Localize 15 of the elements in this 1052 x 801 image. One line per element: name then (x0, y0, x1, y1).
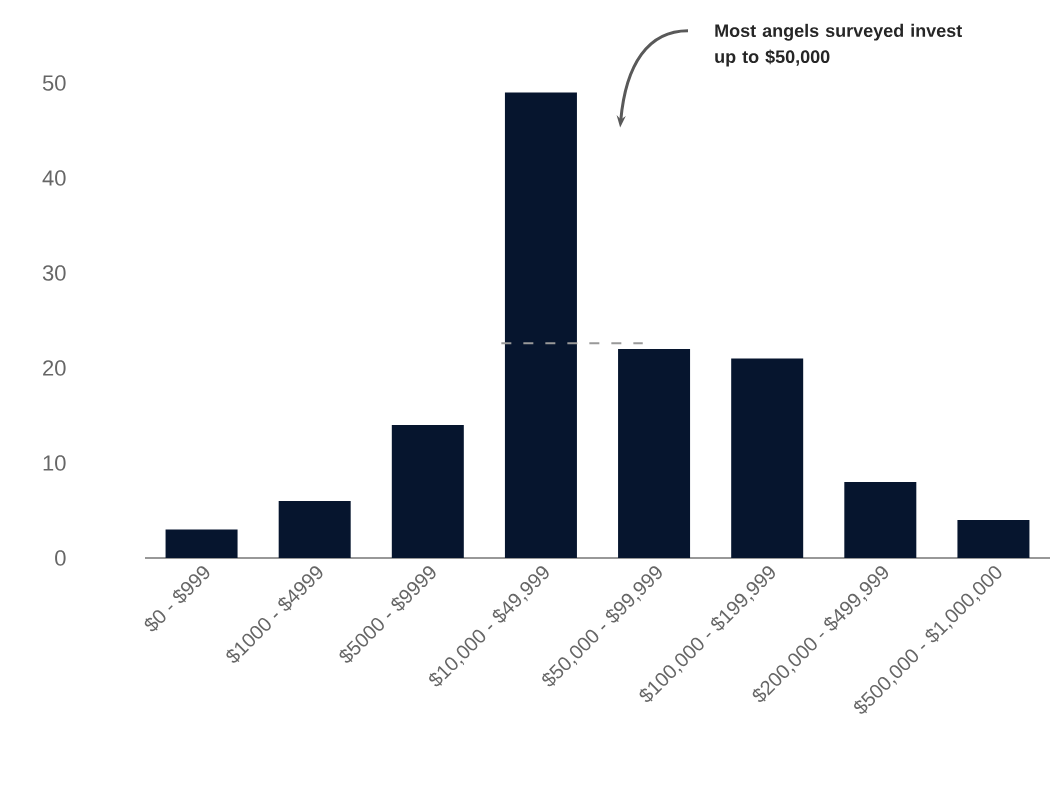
y-tick-label: 40 (42, 170, 66, 186)
bar (731, 358, 804, 558)
bar (844, 482, 917, 558)
bar (278, 501, 351, 558)
bar (391, 425, 464, 558)
bar (957, 520, 1030, 558)
bar (504, 92, 577, 558)
y-tick-label: 20 (43, 360, 66, 376)
y-tick-label: 0 (55, 550, 66, 566)
y-tick-label: 30 (42, 265, 66, 281)
y-tick-label: 10 (43, 455, 66, 471)
text: Most angels surveyed invest up to $50,000 (715, 23, 962, 67)
y-tick-label: 50 (42, 75, 66, 91)
bar (165, 529, 238, 558)
bar (618, 349, 691, 558)
